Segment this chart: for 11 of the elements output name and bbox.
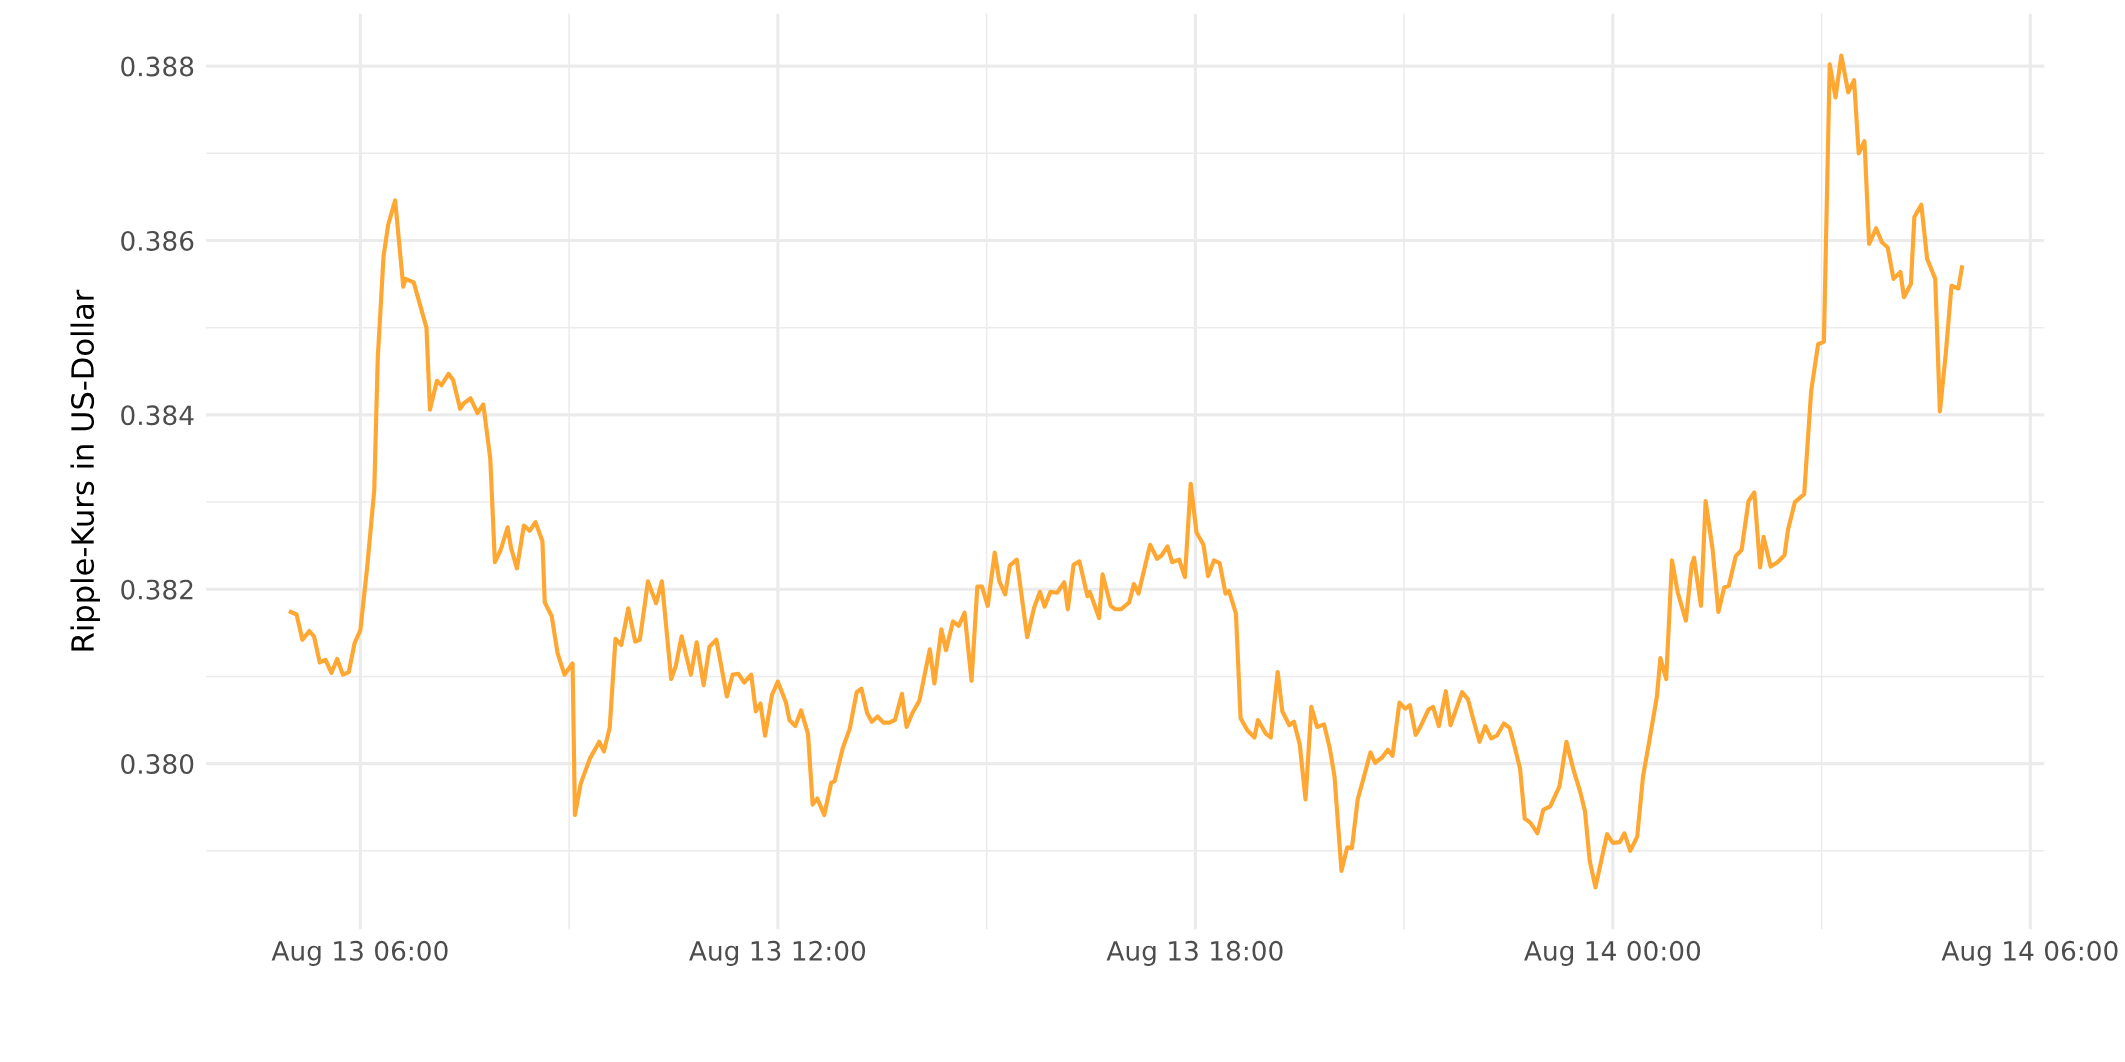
y-axis-title: Ripple-Kurs in US-Dollar	[70, 289, 101, 651]
y-tick-label: 0.386	[121, 230, 194, 251]
y-tick-label: 0.380	[121, 754, 194, 774]
y-tick-label: 0.384	[121, 405, 194, 426]
x-tick-label: Aug 14 06:00	[1941, 940, 2118, 966]
x-tick-label: Aug 13 12:00	[689, 940, 866, 966]
x-tick-label: Aug 13 18:00	[1106, 940, 1283, 966]
x-tick-label: Aug 14 00:00	[1524, 940, 1701, 966]
y-tick-label: 0.388	[121, 56, 194, 77]
x-tick-label: Aug 13 06:00	[271, 940, 448, 966]
y-tick-label: 0.382	[121, 579, 193, 600]
